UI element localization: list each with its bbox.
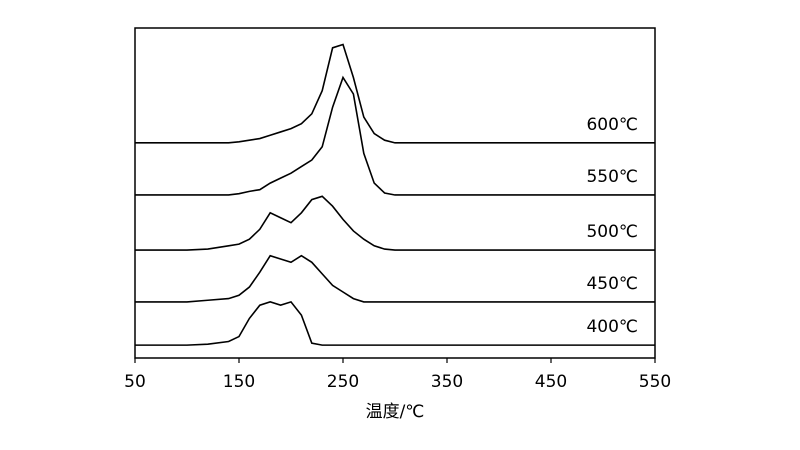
series-label: 450℃ bbox=[586, 274, 638, 294]
plot-frame bbox=[134, 27, 656, 359]
x-tick-label: 150 bbox=[223, 372, 255, 392]
series-label: 400℃ bbox=[586, 317, 638, 337]
x-tick-label: 450 bbox=[535, 372, 567, 392]
series-label: 550℃ bbox=[586, 167, 638, 187]
x-tick-label: 50 bbox=[124, 372, 146, 392]
data-line bbox=[135, 43, 655, 144]
x-tick-label: 350 bbox=[431, 372, 463, 392]
x-tick-label: 250 bbox=[327, 372, 359, 392]
x-axis-label: 温度/℃ bbox=[366, 402, 425, 422]
data-line bbox=[135, 75, 655, 196]
data-line bbox=[135, 300, 655, 346]
data-line bbox=[135, 195, 655, 251]
series-label: 600℃ bbox=[586, 115, 638, 135]
x-tick-label: 550 bbox=[639, 372, 671, 392]
data-line bbox=[135, 254, 655, 303]
series-label: 500℃ bbox=[586, 222, 638, 242]
